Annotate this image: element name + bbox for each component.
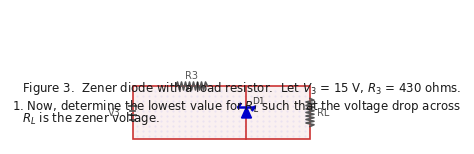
Polygon shape (241, 107, 252, 118)
Text: 1. Now, determine the lowest value for $\mathit{R}_L$ such that the voltage drop: 1. Now, determine the lowest value for $… (12, 98, 461, 115)
Text: $\mathit{R}_L$ is the zener voltage.: $\mathit{R}_L$ is the zener voltage. (22, 110, 160, 127)
Text: Figure 3.  Zener diode with a load resistor.  Let $\mathit{V}_3$ = 15 V, $\mathi: Figure 3. Zener diode with a load resist… (22, 80, 461, 97)
Text: D1: D1 (253, 97, 265, 106)
Bar (133, 86, 310, 139)
Text: V3: V3 (108, 107, 121, 118)
Text: R3: R3 (185, 71, 198, 81)
Bar (133, 86, 310, 139)
Text: RL: RL (317, 107, 329, 118)
